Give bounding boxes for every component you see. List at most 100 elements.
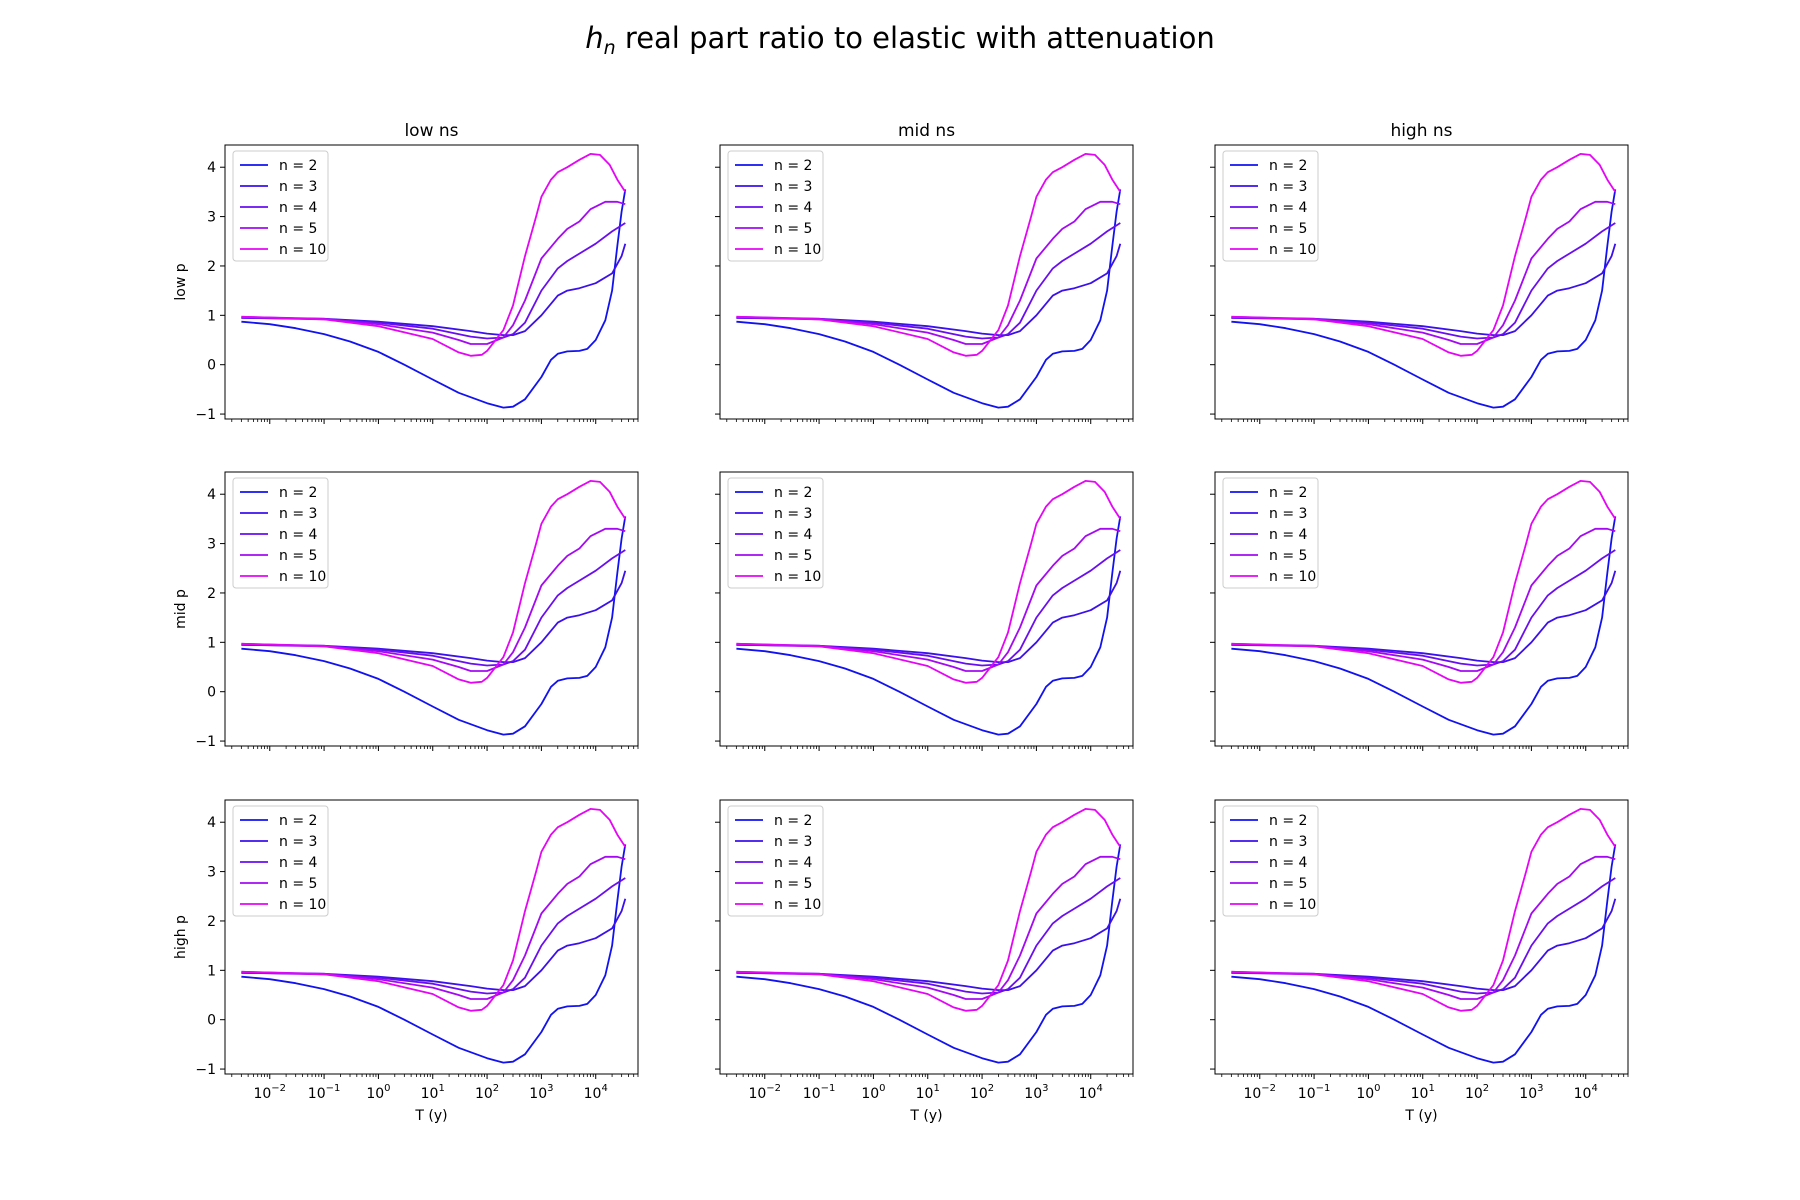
legend-label: n = 10	[774, 242, 821, 258]
legend-label: n = 4	[279, 200, 318, 216]
series-line-n10	[1231, 152, 1617, 357]
y-tick-label: 2	[207, 259, 216, 275]
legend-box	[727, 805, 824, 917]
x-tick-label: 103	[1024, 1083, 1048, 1102]
legend-label: n = 10	[279, 242, 326, 258]
legend: n = 2 n = 3 n = 4 n = 5 n = 10	[1222, 477, 1319, 589]
x-tick-label: 10−1	[1298, 1083, 1331, 1102]
series-line-n10	[736, 479, 1122, 684]
legend-label: n = 3	[1269, 834, 1307, 850]
legend-label: n = 2	[1269, 813, 1307, 829]
legend: n = 2 n = 3 n = 4 n = 5 n = 10	[727, 805, 824, 917]
y-tick-label: −1	[195, 407, 216, 423]
legend-label: n = 10	[279, 897, 326, 913]
x-tick-label: 10−1	[803, 1083, 836, 1102]
row-label: mid p	[173, 589, 189, 629]
row-label: high p	[173, 915, 189, 959]
series-line-n5	[1231, 200, 1616, 345]
x-tick-label: 10−1	[308, 1083, 341, 1102]
legend-label: n = 2	[279, 813, 317, 829]
row-label: low p	[173, 263, 189, 300]
legend: n = 2 n = 3 n = 4 n = 5 n = 10	[1222, 150, 1319, 262]
series-line-n10	[241, 479, 627, 684]
x-tick-label: 103	[529, 1083, 553, 1102]
series-line-n5	[241, 855, 626, 1000]
series-line-n4	[241, 549, 626, 667]
x-tick-label: 100	[861, 1083, 885, 1102]
column-title: low ns	[404, 121, 458, 141]
legend-label: n = 5	[1269, 876, 1307, 892]
legend-label: n = 3	[279, 506, 317, 522]
y-tick-label: 3	[207, 537, 216, 553]
y-tick-label: 0	[207, 685, 216, 701]
x-axis-label: T (y)	[1404, 1108, 1437, 1124]
series-line-n5	[736, 200, 1121, 345]
legend-label: n = 2	[774, 158, 812, 174]
legend-label: n = 4	[774, 527, 813, 543]
panel-1-2: n = 2 n = 3 n = 4 n = 5 n = 10	[1210, 471, 1629, 751]
legend-label: n = 10	[774, 569, 821, 585]
legend: n = 2 n = 3 n = 4 n = 5 n = 10	[727, 477, 824, 589]
series-line-n4	[736, 549, 1121, 667]
series-line-n2	[1231, 189, 1617, 409]
legend-label: n = 3	[1269, 179, 1307, 195]
legend-label: n = 4	[1269, 527, 1308, 543]
legend-box	[1222, 150, 1319, 262]
series-line-n3	[736, 898, 1122, 991]
x-tick-label: 104	[1574, 1083, 1598, 1102]
legend-label: n = 10	[1269, 897, 1316, 913]
series-line-n10	[241, 808, 627, 1012]
x-tick-label: 10−2	[748, 1083, 781, 1102]
legend-label: n = 10	[774, 897, 821, 913]
y-tick-label: 4	[207, 815, 216, 831]
series-line-n2	[736, 844, 1122, 1064]
y-tick-label: 3	[207, 210, 216, 226]
x-tick-label: 103	[1519, 1083, 1543, 1102]
panel-0-2: high ns n = 2 n = 3 n = 4 n = 5 n = 10	[1210, 121, 1629, 424]
x-tick-label: 10−2	[1243, 1083, 1276, 1102]
x-tick-label: 10−2	[253, 1083, 286, 1102]
series-line-n5	[736, 527, 1121, 672]
legend-label: n = 5	[279, 876, 317, 892]
series-line-n3	[241, 898, 627, 991]
series-line-n10	[241, 152, 627, 357]
panel-1-0: mid p −1 0 1 2 3 4 n = 2 n = 3 n = 4 n = 5 n = 10	[173, 471, 639, 751]
legend: n = 2 n = 3 n = 4 n = 5 n = 10	[232, 150, 329, 262]
x-tick-label: 100	[1356, 1083, 1380, 1102]
y-tick-label: 2	[207, 914, 216, 930]
series-line-n3	[241, 243, 627, 337]
y-tick-label: −1	[195, 734, 216, 750]
y-tick-label: 1	[207, 308, 216, 324]
figure-title: hn real part ratio to elastic with atten…	[585, 21, 1214, 59]
series-line-n3	[241, 570, 627, 663]
series-line-n3	[736, 243, 1122, 337]
legend-label: n = 2	[1269, 485, 1307, 501]
series-line-n2	[1231, 844, 1617, 1064]
series-line-n4	[1231, 549, 1616, 667]
legend-label: n = 10	[279, 569, 326, 585]
legend-label: n = 3	[279, 179, 317, 195]
series-line-n5	[736, 855, 1121, 1000]
legend-label: n = 5	[279, 221, 317, 237]
legend-box	[727, 477, 824, 589]
series-line-n5	[241, 527, 626, 672]
series-line-n10	[736, 808, 1122, 1012]
x-tick-label: 101	[916, 1083, 940, 1102]
legend-label: n = 5	[279, 548, 317, 564]
legend-label: n = 5	[774, 548, 812, 564]
legend-label: n = 5	[774, 221, 812, 237]
series-line-n2	[1231, 516, 1617, 736]
series-line-n2	[241, 189, 627, 409]
legend-box	[232, 477, 329, 589]
legend: n = 2 n = 3 n = 4 n = 5 n = 10	[1222, 805, 1319, 917]
series-line-n2	[241, 844, 627, 1064]
series-line-n5	[241, 200, 626, 345]
legend-box	[1222, 477, 1319, 589]
series-line-n5	[1231, 855, 1616, 1000]
legend-label: n = 4	[774, 855, 813, 871]
legend-label: n = 5	[1269, 221, 1307, 237]
series-line-n4	[1231, 877, 1616, 995]
panel-1-1: n = 2 n = 3 n = 4 n = 5 n = 10	[715, 471, 1134, 751]
y-tick-label: 0	[207, 1013, 216, 1029]
series-line-n10	[736, 152, 1122, 357]
